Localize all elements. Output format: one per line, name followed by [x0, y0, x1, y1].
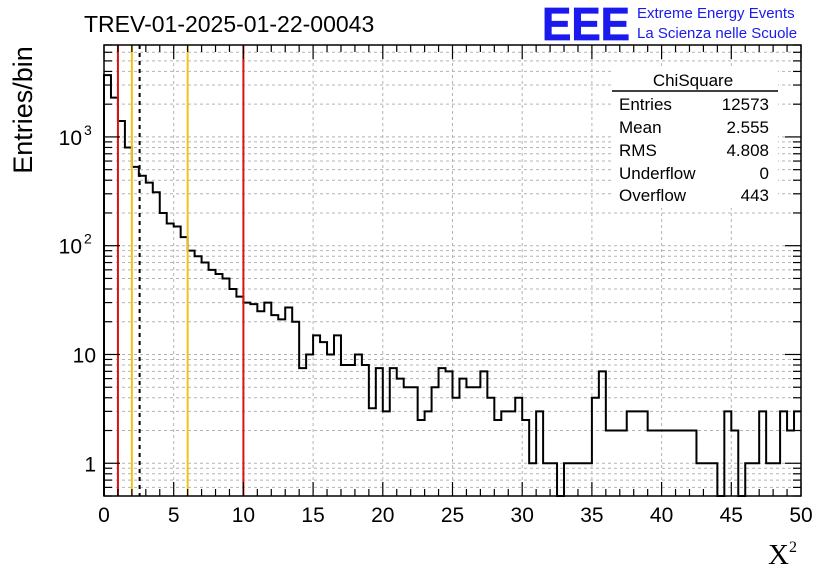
logo-line-1: Extreme Energy Events	[637, 5, 795, 22]
stats-label-entries: Entries	[619, 95, 672, 114]
y-tick-label-exponent: 3	[84, 122, 92, 138]
stats-label-mean: Mean	[619, 118, 662, 137]
y-tick-label: 10	[73, 344, 96, 367]
x-axis-label-sup: 2	[789, 539, 797, 556]
y-tick-label: 10	[59, 127, 82, 150]
grid	[104, 44, 801, 497]
stats-label-underflow: Underflow	[619, 164, 696, 183]
x-tick-label: 10	[232, 504, 255, 527]
stats-box: ChiSquare Entries 12573 Mean 2.555 RMS 4…	[612, 66, 778, 208]
x-tick-label: 5	[168, 504, 180, 527]
x-tick-label: 30	[511, 504, 534, 527]
stats-label-overflow: Overflow	[619, 186, 687, 205]
stats-value-mean: 2.555	[726, 118, 769, 137]
logo-eee-text: EEE	[542, 0, 630, 50]
x-tick-label: 40	[650, 504, 673, 527]
y-tick-label: 1	[84, 453, 96, 476]
stats-box-bg	[612, 66, 778, 208]
eee-logo: EEE Extreme Energy Events La Scienza nel…	[542, 0, 798, 50]
logo-line-2: La Scienza nelle Scuole	[637, 25, 797, 42]
y-tick-label: 10	[59, 236, 82, 259]
x-tick-label: 20	[371, 504, 394, 527]
reference-lines	[116, 45, 245, 496]
y-tick-label-exponent: 2	[84, 231, 92, 247]
y-axis-label: Entries/bin	[8, 46, 38, 174]
x-tick-label: 0	[98, 504, 110, 527]
x-axis-label: X2	[768, 539, 797, 571]
stats-value-overflow: 443	[741, 186, 769, 205]
x-tick-label: 35	[580, 504, 603, 527]
histogram-outline	[103, 74, 801, 497]
x-tick-label: 50	[789, 504, 812, 527]
stats-value-rms: 4.808	[726, 141, 769, 160]
chart-title: TREV-01-2025-01-22-00043	[84, 11, 374, 37]
x-tick-label: 15	[301, 504, 324, 527]
x-tick-label: 45	[720, 504, 743, 527]
stats-title: ChiSquare	[653, 71, 733, 90]
histogram-step-line	[103, 74, 801, 497]
x-tick-label: 25	[441, 504, 464, 527]
x-axis-label-base: X	[768, 539, 789, 571]
stats-value-underflow: 0	[760, 164, 769, 183]
stats-value-entries: 12573	[722, 95, 769, 114]
stats-label-rms: RMS	[619, 141, 657, 160]
